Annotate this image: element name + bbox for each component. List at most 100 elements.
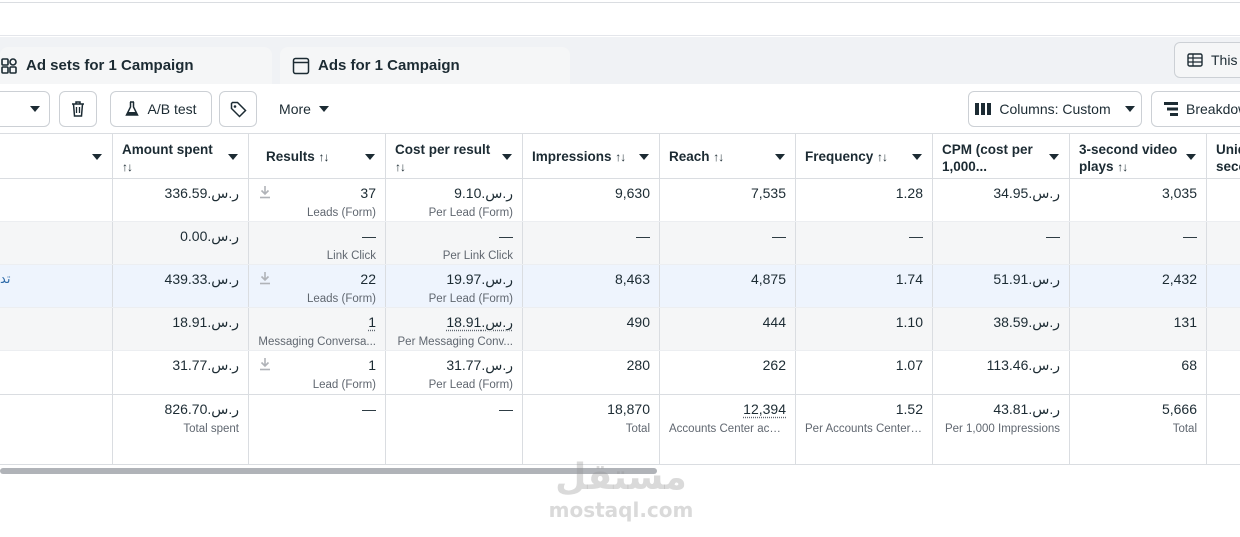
column-header-amount-spent[interactable]: Amount spent ↑↓ bbox=[113, 134, 249, 178]
chevron-down-icon[interactable] bbox=[502, 154, 512, 160]
chevron-down-icon[interactable] bbox=[1049, 154, 1059, 160]
cell-amount-spent-value: ر.س.31.77 bbox=[122, 357, 239, 374]
tab-ads-label: Ads for 1 Campaign bbox=[318, 57, 460, 74]
download-icon[interactable] bbox=[259, 357, 271, 371]
column-header-frequency[interactable]: Frequency ↑↓ bbox=[796, 134, 933, 178]
table-row[interactable]: ر.س.0.00 — Link Click — Per Link Click — — — — — bbox=[0, 222, 1240, 265]
cell-cpm: — bbox=[933, 222, 1070, 264]
chevron-down-icon[interactable] bbox=[912, 154, 922, 160]
cell-results-sublabel: Messaging Conversa... bbox=[258, 335, 376, 350]
cell-impressions-value: — bbox=[532, 228, 650, 245]
trash-icon bbox=[70, 100, 86, 118]
cell-video-plays-value: 2,432 bbox=[1079, 271, 1197, 288]
chevron-down-icon[interactable] bbox=[228, 154, 238, 160]
cell-video-plays: 68 bbox=[1070, 351, 1207, 394]
column-header-name[interactable] bbox=[0, 134, 113, 178]
column-header-impressions[interactable]: Impressions ↑↓ bbox=[523, 134, 660, 178]
cell-name[interactable] bbox=[0, 222, 113, 264]
cell-video-plays-value: 68 bbox=[1079, 357, 1197, 374]
sort-icon[interactable]: ↑↓ bbox=[319, 150, 329, 164]
breakdown-button[interactable]: Breakdown bbox=[1151, 91, 1240, 127]
cell-frequency: 1.28 bbox=[796, 179, 933, 221]
column-header-label: Cost per result bbox=[395, 142, 490, 157]
column-header-video-plays[interactable]: 3-second video plays ↑↓ bbox=[1070, 134, 1207, 178]
total-amount-spent-value: ر.س.826.70 bbox=[122, 401, 239, 418]
chevron-down-icon[interactable] bbox=[775, 154, 785, 160]
cell-video-plays-value: — bbox=[1079, 228, 1197, 245]
chevron-down-icon[interactable] bbox=[1186, 154, 1196, 160]
edit-dropdown-button[interactable] bbox=[0, 91, 50, 127]
campaign-name-link[interactable]: تد bbox=[0, 271, 10, 287]
total-results-value: — bbox=[258, 401, 376, 418]
column-header-unique[interactable]: Uniq seco bbox=[1207, 134, 1240, 178]
cell-impressions: 9,630 bbox=[523, 179, 660, 221]
cell-cpm: ر.س.51.91 bbox=[933, 265, 1070, 307]
cell-frequency: 1.10 bbox=[796, 308, 933, 350]
cell-results-sublabel: Leads (Form) bbox=[258, 292, 376, 307]
cell-cost-per-result-value[interactable]: ر.س.18.91 bbox=[395, 314, 513, 331]
tab-strip: Ad sets for 1 Campaign Ads for 1 Campaig… bbox=[0, 37, 1240, 84]
cell-video-plays: — bbox=[1070, 222, 1207, 264]
tab-ads[interactable]: Ads for 1 Campaign bbox=[280, 47, 570, 84]
table-row[interactable]: ر.س.18.91 1 Messaging Conversa... ر.س.18.91… bbox=[0, 308, 1240, 351]
cell-amount-spent: ر.س.336.59 bbox=[113, 179, 249, 221]
total-reach-sublabel: Accounts Center acco... bbox=[669, 422, 786, 437]
column-header-cpm[interactable]: CPM (cost per 1,000... bbox=[933, 134, 1070, 178]
watermark-logo: مستقل mostaql.com bbox=[548, 456, 694, 520]
column-header-results[interactable]: Results ↑↓ bbox=[249, 134, 386, 178]
download-icon[interactable] bbox=[259, 185, 271, 199]
cell-results-sublabel: Lead (Form) bbox=[258, 378, 376, 393]
columns-button[interactable]: Columns: Custom bbox=[968, 91, 1142, 127]
columns-label: Columns: Custom bbox=[999, 101, 1110, 117]
cell-reach-value: 262 bbox=[669, 357, 786, 374]
cell-results-value: 37 bbox=[258, 185, 376, 202]
chevron-down-icon[interactable] bbox=[92, 154, 102, 160]
cell-results: 37 Leads (Form) bbox=[249, 179, 386, 221]
cell-frequency-value: — bbox=[805, 228, 923, 245]
cell-frequency-value: 1.28 bbox=[805, 185, 923, 202]
sort-icon[interactable]: ↑↓ bbox=[713, 150, 723, 164]
cell-name[interactable] bbox=[0, 351, 113, 394]
sort-icon[interactable]: ↑↓ bbox=[395, 160, 405, 174]
cell-name[interactable] bbox=[0, 179, 113, 221]
table-row[interactable]: تد ر.س.439.33 22 Leads (Form) ر.س.19.97 Per L… bbox=[0, 265, 1240, 308]
cell-cpm-value: ر.س.34.95 bbox=[942, 185, 1060, 202]
more-button[interactable]: More bbox=[268, 91, 340, 127]
totals-row: ر.س.826.70 Total spent — — 18,870 Total 12,394… bbox=[0, 395, 1240, 465]
date-range-button[interactable]: This m bbox=[1174, 42, 1240, 78]
cell-reach-value: — bbox=[669, 228, 786, 245]
delete-button[interactable] bbox=[59, 91, 97, 127]
cell-impressions-value: 9,630 bbox=[532, 185, 650, 202]
sort-icon[interactable]: ↑↓ bbox=[122, 160, 132, 174]
tab-ad-sets[interactable]: Ad sets for 1 Campaign bbox=[0, 47, 272, 84]
cell-unique bbox=[1207, 351, 1240, 394]
cell-cost-per-result: ر.س.18.91 Per Messaging Conv... bbox=[386, 308, 523, 350]
cell-results-value[interactable]: 1 bbox=[258, 314, 376, 331]
column-header-reach[interactable]: Reach ↑↓ bbox=[660, 134, 796, 178]
sort-icon[interactable]: ↑↓ bbox=[877, 150, 887, 164]
sort-icon[interactable]: ↑↓ bbox=[615, 150, 625, 164]
cell-cost-per-result: — Per Link Click bbox=[386, 222, 523, 264]
cell-cost-per-result: ر.س.9.10 Per Lead (Form) bbox=[386, 179, 523, 221]
column-header-label: Impressions bbox=[532, 149, 612, 164]
chevron-down-icon bbox=[319, 106, 329, 112]
tag-button[interactable] bbox=[219, 91, 257, 127]
total-reach-value[interactable]: 12,394 bbox=[669, 401, 786, 418]
column-header-label: Uniq seco bbox=[1216, 142, 1240, 174]
cell-cost-per-result-sublabel: Per Messaging Conv... bbox=[395, 335, 513, 350]
total-frequency-value: 1.52 bbox=[805, 401, 923, 418]
chevron-down-icon[interactable] bbox=[365, 154, 375, 160]
top-bar bbox=[0, 0, 1240, 36]
column-header-cost-per-result[interactable]: Cost per result ↑↓ bbox=[386, 134, 523, 178]
table-row[interactable]: ر.س.31.77 1 Lead (Form) ر.س.31.77 Per Lead (… bbox=[0, 351, 1240, 395]
sort-icon[interactable]: ↑↓ bbox=[1117, 160, 1127, 174]
ab-test-button[interactable]: A/B test bbox=[110, 91, 212, 127]
download-icon[interactable] bbox=[259, 271, 271, 285]
chevron-down-icon[interactable] bbox=[639, 154, 649, 160]
cell-name[interactable]: تد bbox=[0, 265, 113, 307]
cell-video-plays: 131 bbox=[1070, 308, 1207, 350]
cell-cpm: ر.س.34.95 bbox=[933, 179, 1070, 221]
table-row[interactable]: ر.س.336.59 37 Leads (Form) ر.س.9.10 Per Lead… bbox=[0, 179, 1240, 222]
watermark-latin: mostaql.com bbox=[548, 500, 694, 520]
cell-name[interactable] bbox=[0, 308, 113, 350]
